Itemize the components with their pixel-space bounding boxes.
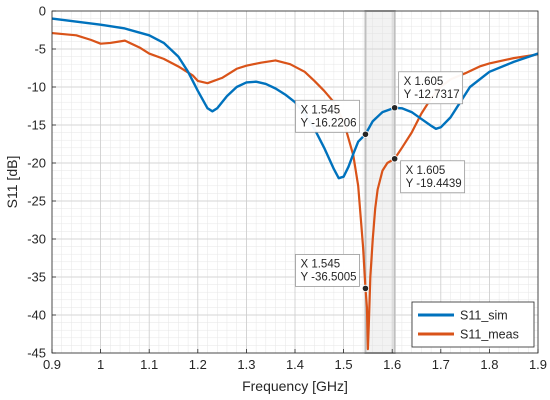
datatip-box [295,99,360,133]
x-tick-label: 1.9 [529,357,547,372]
axis-ticks [51,10,539,354]
y-tick-label: -20 [27,156,46,171]
x-tick-label: 1.1 [140,357,158,372]
series-line-sim [51,17,539,180]
y-tick-label: -10 [27,80,46,95]
y-tick-label: -40 [27,308,46,323]
x-axis-label: Frequency [GHz] [242,378,348,394]
x-tick-label: 1.3 [237,357,255,372]
datatip-marker [391,155,399,163]
x-tick-label: 1.2 [189,357,207,372]
y-tick-label: -35 [27,270,46,285]
legend-box [411,301,535,348]
x-tick-label: 1.7 [432,357,450,372]
legend-label-meas: S11_meas [460,328,519,342]
datatip-x-text: X 1.545 [300,104,340,116]
x-tick-label: 0.9 [43,357,61,372]
y-axis-label: S11 [dB] [4,156,20,209]
datatip-box [400,160,466,194]
datatip-box [398,71,464,105]
x-tick-label: 1.8 [480,357,498,372]
y-tick-label: 0 [39,4,46,19]
y-tick-label: -45 [27,346,46,361]
legend-label-sim: S11_sim [460,309,508,323]
tick-labels: 0.9 1 1.1 1.2 1.3 1.4 1.5 1.6 1.7 1.8 1.9 0 -5 -10 -15… [27,4,547,373]
y-tick-label: -30 [27,232,46,247]
datatip-y-text: Y -19.4439 [406,178,462,190]
datatip-marker [391,104,399,112]
y-tick-label: -15 [27,118,46,133]
datatip-marker [361,284,370,293]
datatip-y-text: Y -12.7317 [404,89,460,101]
datatip-x-text: X 1.605 [404,76,444,88]
legend: S11_sim S11_meas [411,301,535,348]
x-tick-label: 1.5 [335,357,353,372]
y-tick-label: -25 [27,194,46,209]
datatip-box [295,254,360,287]
datatip-y-text: Y -16.2206 [300,117,356,129]
x-tick-label: 1 [97,357,104,372]
x-tick-label: 1.4 [286,357,304,372]
series-layer [51,17,539,351]
datatip-marker [361,130,370,138]
x-tick-label: 1.6 [383,357,401,372]
datatip-x-text: X 1.605 [406,165,446,177]
datatip-x-text: X 1.545 [300,258,340,270]
datatip-y-text: Y -36.5005 [300,271,356,283]
y-tick-label: -5 [34,42,46,57]
